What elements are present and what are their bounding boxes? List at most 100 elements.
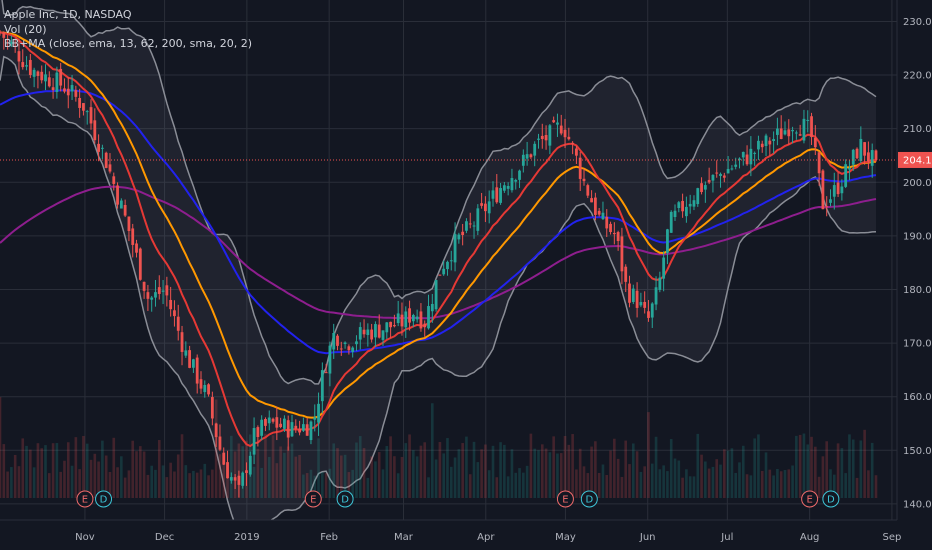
volume-bar — [825, 441, 829, 498]
candle-body — [169, 299, 173, 310]
candle-body — [700, 183, 703, 193]
volume-bar — [29, 449, 32, 498]
volume-bar — [309, 469, 313, 498]
volume-bar — [639, 471, 643, 498]
volume-bar — [157, 440, 161, 498]
volume-bar — [711, 466, 715, 498]
volume-bar — [571, 434, 574, 498]
candle-body — [757, 140, 760, 150]
candle-body — [119, 200, 123, 209]
volume-bar — [548, 452, 552, 498]
volume-bar — [567, 444, 571, 498]
symbol-legend[interactable]: Apple Inc, 1D, NASDAQ — [4, 8, 132, 21]
candle-body — [643, 301, 647, 308]
candle-body — [601, 212, 605, 220]
volume-bar — [339, 455, 343, 498]
volume-bar — [537, 450, 540, 498]
volume-bar — [271, 435, 275, 498]
volume-bar — [408, 434, 411, 498]
volume-bar — [195, 472, 199, 498]
candle-body — [662, 257, 666, 279]
candle-body — [184, 350, 188, 356]
volume-bar — [104, 455, 108, 498]
volume-bar — [393, 456, 396, 498]
time-tick-label: Apr — [477, 532, 495, 543]
volume-bar — [396, 473, 400, 498]
volume-bar — [719, 464, 722, 498]
volume-bar — [59, 471, 62, 498]
volume-bar — [552, 436, 555, 498]
volume-bar — [586, 473, 590, 498]
volume-bar — [787, 469, 791, 498]
volume-bar — [540, 444, 544, 498]
volume-bar — [859, 440, 863, 498]
candle-body — [776, 128, 779, 135]
volume-bar — [431, 403, 434, 498]
volume-bar — [647, 412, 650, 498]
candle-body — [628, 283, 631, 303]
volume-bar — [802, 433, 806, 498]
candle-body — [286, 420, 290, 438]
volume-bar — [252, 466, 256, 498]
candle-body — [339, 348, 343, 350]
candle-body — [248, 455, 252, 475]
candle-body — [563, 129, 567, 138]
volume-bar — [681, 477, 684, 498]
candle-body — [74, 90, 78, 97]
volume-bar — [222, 454, 226, 498]
candle-body — [85, 111, 89, 113]
candle-body — [666, 229, 669, 253]
candle-body — [271, 418, 275, 422]
candle-body — [593, 197, 597, 215]
candle-body — [567, 136, 571, 140]
candle-body — [55, 72, 59, 92]
candle-body — [434, 280, 438, 310]
volume-bar — [760, 470, 764, 498]
volume-bar — [457, 449, 461, 498]
volume-bar — [468, 474, 472, 498]
volume-bar — [336, 448, 339, 498]
candle-body — [692, 200, 696, 207]
candle-body — [229, 477, 233, 481]
price-tick-label: 150.00 — [903, 446, 932, 457]
volume-bar — [791, 465, 794, 498]
candle-body — [468, 223, 472, 225]
candle-body — [400, 314, 404, 327]
volume-bar — [211, 469, 214, 498]
candle-body — [203, 385, 207, 393]
candle-body — [650, 303, 654, 318]
candle-body — [806, 119, 810, 121]
earnings-marker: E — [562, 495, 568, 506]
volume-bar — [385, 446, 389, 498]
candle-body — [0, 31, 2, 33]
candle-body — [829, 199, 832, 203]
volume-bar — [575, 469, 578, 498]
volume-bar — [70, 465, 74, 498]
candle-body — [677, 202, 681, 208]
volume-bar — [514, 472, 518, 498]
candle-body — [449, 260, 453, 262]
volume-bar — [753, 438, 756, 498]
bollinger-fill — [0, 0, 876, 540]
volume-bar — [749, 475, 753, 498]
candle-body — [442, 268, 446, 275]
volume-bar — [472, 441, 476, 498]
volume-legend[interactable]: Vol (20) — [4, 22, 47, 36]
candle-body — [127, 216, 131, 231]
candle-body — [631, 288, 635, 302]
candle-body — [548, 125, 552, 146]
candle-body — [491, 190, 495, 199]
ema-13-line — [0, 31, 876, 448]
volume-bar — [286, 446, 290, 498]
indicator-legend[interactable]: BB+MA (close, ema, 13, 62, 200, sma, 20,… — [4, 37, 253, 50]
volume-bar — [506, 476, 510, 498]
candle-body — [347, 346, 351, 351]
volume-bar — [844, 473, 847, 498]
candle-body — [385, 322, 389, 333]
candle-body — [381, 330, 385, 340]
candle-body — [715, 172, 719, 174]
volume-bar — [32, 467, 36, 498]
volume-bar — [650, 463, 654, 498]
